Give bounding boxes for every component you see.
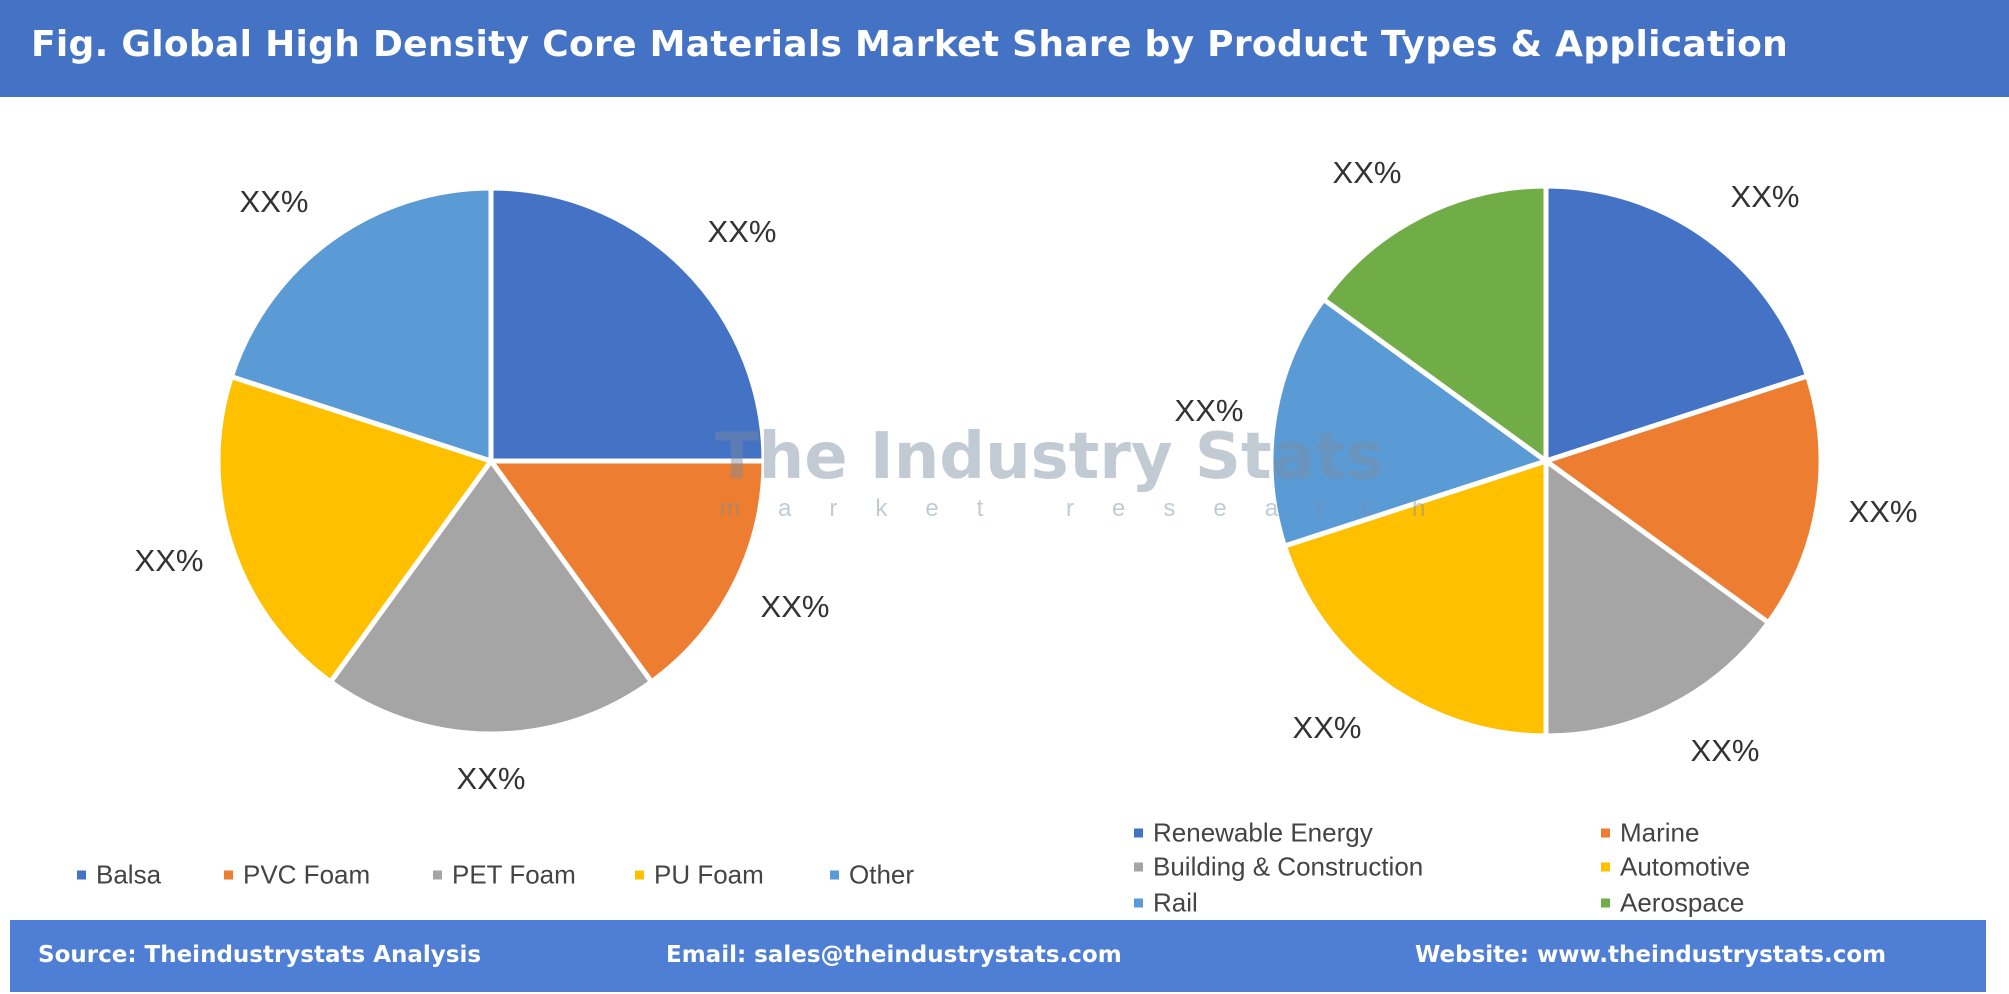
legend-label: PVC Foam: [243, 859, 371, 890]
pie-slice-pvc-foam: [486, 458, 767, 686]
legend-swatch: [1601, 862, 1610, 872]
legend-label: Rail: [1153, 887, 1198, 918]
legend-item: Marine: [1601, 818, 1699, 849]
pie-slice-building-construction: [1543, 456, 1772, 739]
legend-item: PVC Foam: [224, 860, 370, 891]
pie-slice-pet-foam: [327, 456, 655, 737]
legend-label: Aerospace: [1620, 887, 1745, 918]
data-label: XX%: [760, 589, 830, 624]
footer-email: Email: sales@theindustrystats.com: [666, 942, 1122, 968]
legend-label: Other: [849, 859, 915, 890]
legend-swatch: [1601, 898, 1610, 908]
data-label: XX%: [1690, 733, 1760, 768]
data-label: XX%: [1848, 494, 1918, 529]
legend-swatch: [1134, 898, 1143, 908]
watermark-tagline: market research: [720, 495, 1464, 522]
legend-label: Balsa: [96, 859, 162, 890]
legend-item: PU Foam: [635, 860, 764, 891]
legend-swatch: [1134, 828, 1143, 838]
legend-label: PU Foam: [654, 859, 764, 890]
data-label: XX%: [707, 214, 777, 249]
legend-swatch: [1601, 828, 1610, 838]
pie-slice-automotive: [1281, 457, 1549, 739]
footer-website: Website: www.theindustrystats.com: [1415, 942, 1887, 968]
data-label: XX%: [239, 184, 309, 219]
legend-item: PET Foam: [433, 860, 576, 891]
pie-slice-marine: [1540, 372, 1824, 627]
legend-item: Building & Construction: [1134, 852, 1423, 883]
pie-slice-aerospace: [1320, 183, 1549, 466]
pie-slice-other: [228, 185, 494, 465]
pie-slice-rail: [1268, 295, 1552, 550]
legend-swatch: [433, 870, 442, 880]
footer-bar: Source: Theindustrystats Analysis Email:…: [10, 920, 1986, 992]
title-bar: Fig. Global High Density Core Materials …: [0, 0, 2009, 97]
pie-slice-balsa: [488, 185, 767, 464]
legend-item: Rail: [1134, 888, 1198, 919]
chart-title: Fig. Global High Density Core Materials …: [31, 24, 1789, 65]
legend-item: Aerospace: [1601, 888, 1744, 919]
legend-swatch: [635, 870, 644, 880]
data-label: XX%: [1332, 155, 1402, 190]
legend-label: PET Foam: [452, 859, 576, 890]
legend-label: Building & Construction: [1153, 851, 1424, 882]
data-label: XX%: [1730, 179, 1800, 214]
legend-item: Renewable Energy: [1134, 818, 1373, 849]
footer-source: Source: Theindustrystats Analysis: [38, 942, 482, 968]
data-label: XX%: [134, 543, 204, 578]
legend-item: Other: [830, 860, 914, 891]
data-label: XX%: [456, 761, 526, 796]
legend-label: Automotive: [1620, 851, 1751, 882]
legend-swatch: [77, 870, 86, 880]
data-label: XX%: [1174, 393, 1244, 428]
legend-item: Automotive: [1601, 852, 1750, 883]
pie-slice-pu-foam: [215, 373, 496, 686]
legend-label: Marine: [1620, 817, 1700, 848]
watermark-logo-text: The Industry Stats: [715, 420, 1384, 494]
pie-slice-renewable-energy: [1543, 183, 1811, 465]
data-label: XX%: [1292, 710, 1362, 745]
legend-label: Renewable Energy: [1153, 817, 1373, 848]
legend-swatch: [1134, 862, 1143, 872]
legend-swatch: [830, 870, 839, 880]
legend-swatch: [224, 870, 233, 880]
legend-item: Balsa: [77, 860, 161, 891]
